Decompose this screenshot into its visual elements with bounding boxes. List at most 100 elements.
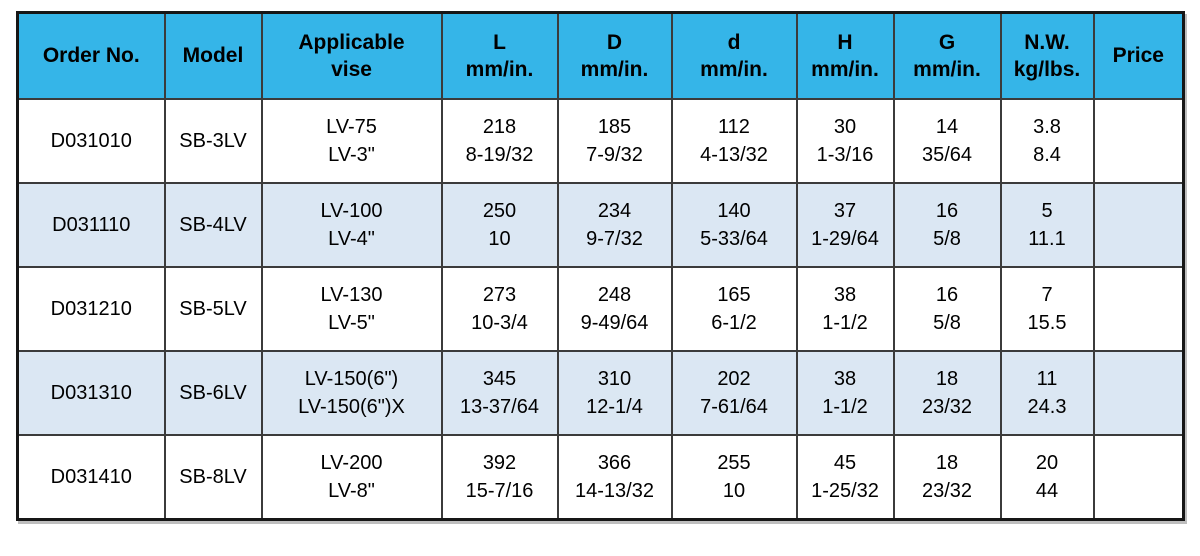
header-label-line: vise bbox=[331, 58, 372, 81]
cell-line: 16 bbox=[935, 284, 959, 306]
cell-applicable-vise: LV-130 LV-5" bbox=[260, 266, 443, 352]
column-header-model: Model bbox=[163, 11, 263, 100]
cell-dim-h: 37 1-29/64 bbox=[795, 182, 895, 268]
cell-line: 11.1 bbox=[1028, 228, 1066, 250]
cell-dim-h: 45 1-25/32 bbox=[795, 434, 895, 521]
cell-line: 24.3 bbox=[1027, 396, 1067, 418]
cell-line: 8.4 bbox=[1033, 144, 1061, 166]
table-body: D031010 SB-3LV LV-75 LV-3" 218 8-19/32 185 7-9/… bbox=[16, 98, 1185, 521]
cell-line: 392 bbox=[482, 452, 517, 474]
cell-line: LV-3" bbox=[328, 144, 375, 166]
cell-dim-l: 218 8-19/32 bbox=[440, 98, 559, 184]
cell-line: LV-150(6")X bbox=[298, 396, 405, 418]
header-label-line: mm/in. bbox=[580, 58, 649, 81]
cell-line: 185 bbox=[597, 116, 632, 138]
cell-line: 30 bbox=[833, 116, 857, 138]
cell-applicable-vise: LV-200 LV-8" bbox=[260, 434, 443, 521]
table-row: D031210 SB-5LV LV-130 LV-5" 273 10-3/4 248 9-49… bbox=[16, 266, 1185, 352]
cell-line: D031210 bbox=[50, 298, 132, 320]
table-row: D031110 SB-4LV LV-100 LV-4" 250 10 234 9-7/32 14… bbox=[16, 182, 1185, 268]
cell-line: 12-1/4 bbox=[586, 396, 643, 418]
cell-line: 5/8 bbox=[933, 228, 961, 250]
header-label-line: mm/in. bbox=[913, 58, 981, 81]
cell-line: 14 bbox=[935, 116, 959, 138]
cell-applicable-vise: LV-150(6") LV-150(6")X bbox=[260, 350, 443, 436]
cell-line: 20 bbox=[1035, 452, 1059, 474]
cell-price bbox=[1092, 98, 1185, 184]
cell-net-weight: 20 44 bbox=[999, 434, 1095, 521]
cell-dim-d-upper: 248 9-49/64 bbox=[556, 266, 673, 352]
cell-line: 5 bbox=[1041, 200, 1053, 222]
cell-dim-h: 30 1-3/16 bbox=[795, 98, 895, 184]
cell-line: 250 bbox=[482, 200, 517, 222]
column-header-dim-d-lower: d mm/in. bbox=[670, 11, 798, 100]
cell-line: 15.5 bbox=[1027, 312, 1067, 334]
cell-line: D031110 bbox=[52, 214, 131, 236]
cell-line: 310 bbox=[597, 368, 632, 390]
cell-price bbox=[1092, 434, 1185, 521]
column-header-net-weight: N.W. kg/lbs. bbox=[999, 11, 1095, 100]
cell-line: 5-33/64 bbox=[700, 228, 768, 250]
cell-line: 234 bbox=[597, 200, 632, 222]
cell-line: SB-5LV bbox=[179, 298, 247, 320]
cell-dim-d-lower: 140 5-33/64 bbox=[670, 182, 798, 268]
cell-net-weight: 3.8 8.4 bbox=[999, 98, 1095, 184]
cell-line: 14-13/32 bbox=[575, 480, 654, 502]
cell-line: 35/64 bbox=[921, 144, 973, 166]
cell-line: LV-4" bbox=[328, 228, 375, 250]
cell-dim-h: 38 1-1/2 bbox=[795, 350, 895, 436]
cell-line: D031410 bbox=[50, 466, 132, 488]
header-label-line: N.W. bbox=[1024, 30, 1070, 54]
cell-line: LV-130 bbox=[320, 284, 383, 306]
cell-dim-g: 18 23/32 bbox=[892, 434, 1002, 521]
cell-line: D031010 bbox=[50, 130, 132, 152]
cell-line: 273 bbox=[482, 284, 517, 306]
header-label-line: Order No. bbox=[42, 44, 140, 68]
table-row: D031410 SB-8LV LV-200 LV-8" 392 15-7/16 366 14-… bbox=[16, 434, 1185, 521]
cell-line: 10 bbox=[722, 480, 746, 502]
cell-line: 44 bbox=[1035, 480, 1059, 502]
cell-line: D031310 bbox=[50, 382, 132, 404]
cell-line: 18 bbox=[935, 368, 959, 390]
cell-line: 38 bbox=[833, 368, 857, 390]
cell-line: 6-1/2 bbox=[711, 312, 757, 334]
cell-dim-g: 18 23/32 bbox=[892, 350, 1002, 436]
cell-applicable-vise: LV-75 LV-3" bbox=[260, 98, 443, 184]
cell-model: SB-4LV bbox=[163, 182, 263, 268]
cell-dim-l: 250 10 bbox=[440, 182, 559, 268]
table-row: D031310 SB-6LV LV-150(6") LV-150(6")X 345 13-… bbox=[16, 350, 1185, 436]
cell-line: 1-1/2 bbox=[822, 396, 868, 418]
cell-order-no: D031410 bbox=[16, 434, 166, 521]
cell-line: 248 bbox=[597, 284, 632, 306]
cell-line: 9-49/64 bbox=[580, 312, 649, 334]
cell-dim-d-upper: 366 14-13/32 bbox=[556, 434, 673, 521]
cell-dim-d-upper: 310 12-1/4 bbox=[556, 350, 673, 436]
cell-order-no: D031310 bbox=[16, 350, 166, 436]
cell-line: 4-13/32 bbox=[700, 144, 768, 166]
cell-line: 16 bbox=[935, 200, 959, 222]
cell-dim-h: 38 1-1/2 bbox=[795, 266, 895, 352]
cell-line: 18 bbox=[935, 452, 959, 474]
cell-line: 3.8 bbox=[1033, 116, 1061, 138]
cell-dim-d-lower: 255 10 bbox=[670, 434, 798, 521]
cell-net-weight: 11 24.3 bbox=[999, 350, 1095, 436]
cell-line: LV-75 bbox=[326, 116, 377, 138]
cell-line: 15-7/16 bbox=[465, 480, 534, 502]
cell-line: 10-3/4 bbox=[471, 312, 528, 334]
header-label-line: L bbox=[493, 30, 506, 54]
cell-line: SB-8LV bbox=[179, 466, 247, 488]
column-header-applicable-vise: Applicable vise bbox=[260, 11, 443, 100]
cell-model: SB-8LV bbox=[163, 434, 263, 521]
cell-net-weight: 5 11.1 bbox=[999, 182, 1095, 268]
cell-line: 37 bbox=[833, 200, 857, 222]
column-header-price: Price bbox=[1092, 11, 1185, 100]
header-label-line: H bbox=[837, 30, 853, 54]
cell-line: LV-100 bbox=[320, 200, 383, 222]
cell-line: 1-25/32 bbox=[811, 480, 879, 502]
cell-line: 112 bbox=[718, 116, 750, 138]
cell-line: 7-9/32 bbox=[586, 144, 643, 166]
